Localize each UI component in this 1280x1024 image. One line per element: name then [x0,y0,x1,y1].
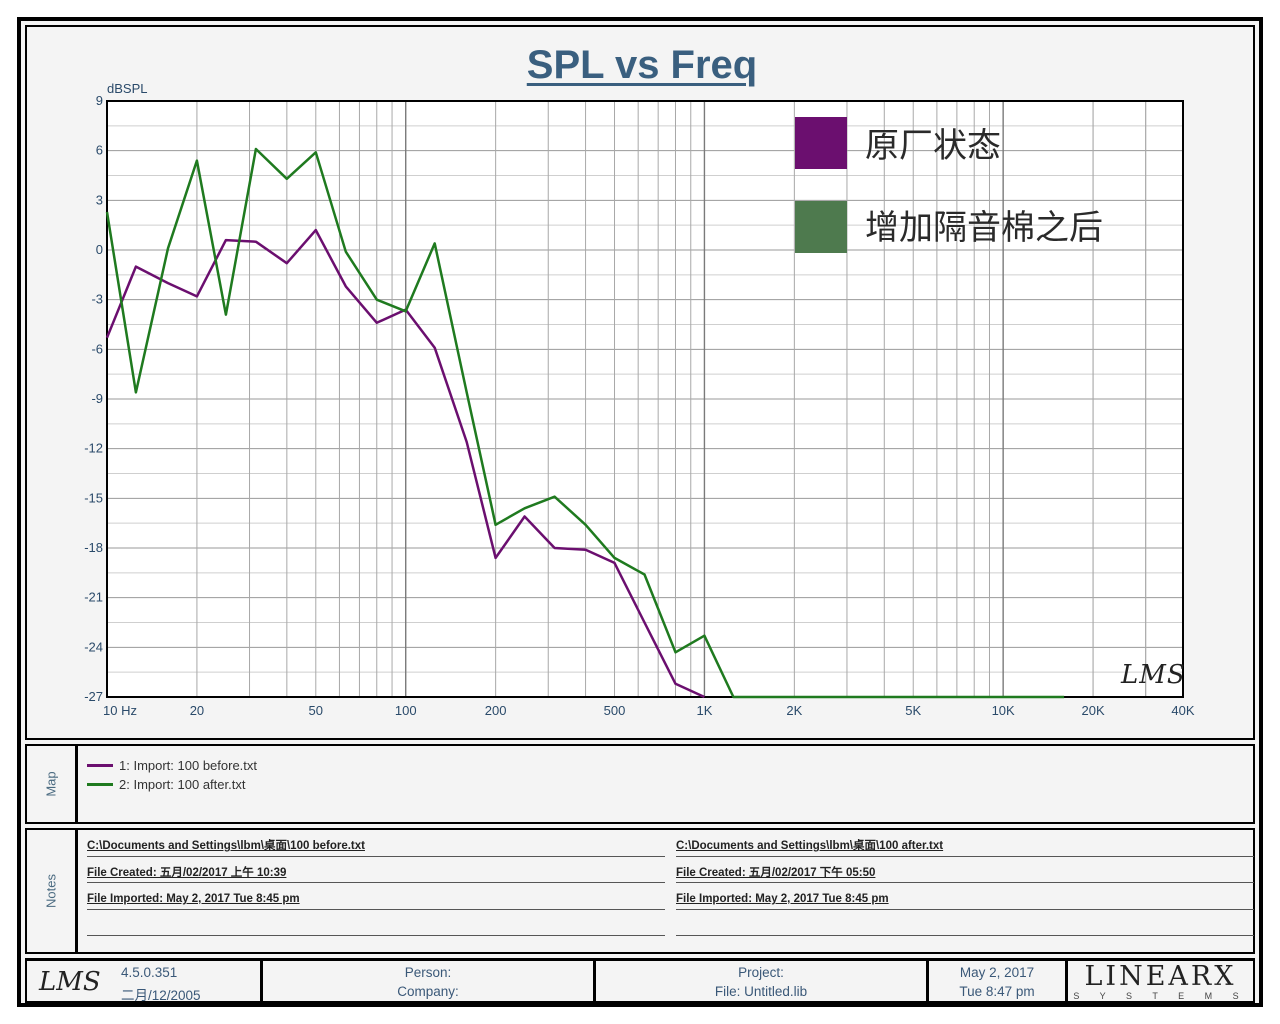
x-tick-label: 20 [190,703,204,718]
note-left-imported: File Imported: May 2, 2017 Tue 8:45 pm [87,883,665,910]
map-entry-2: 2: Import: 100 after.txt [87,777,245,792]
y-tick-label: 3 [96,192,103,207]
footer-date: May 2, 2017 [959,965,1035,980]
footer-lms-logo: LMS [39,967,101,997]
y-tick-label: 9 [96,93,103,108]
y-axis-label: dBSPL [107,81,147,96]
footer-version-date: 二月/12/2005 [121,988,201,1003]
footer-time: Tue 8:47 pm [959,984,1035,999]
report-frame: SPL vs Freq 9 6 3 0 -3 -6 -9 -12 -15 -18 -21 -24 -27… [17,17,1263,1007]
note-left-path: C:\Documents and Settings\lbm\桌面\100 bef… [87,830,665,857]
legend-swatch-foam [795,201,847,253]
y-tick-label: 0 [96,242,103,257]
x-tick-label: 1K [696,703,712,718]
legend-label-original: 原厂状态 [865,126,1001,166]
notes-right: C:\Documents and Settings\lbm\桌面\100 aft… [676,830,1254,936]
x-tick-label: 10K [992,703,1015,718]
y-tick-label: -6 [91,341,103,356]
chart-panel: SPL vs Freq 9 6 3 0 -3 -6 -9 -12 -15 -18 -21 -24 -27… [25,25,1255,740]
x-tick-label: 20K [1082,703,1105,718]
y-tick-label: -18 [84,540,103,555]
x-tick-label: 100 [395,703,417,718]
chart-title: SPL vs Freq [526,43,758,87]
note-right-created: File Created: 五月/02/2017 下午 05:50 [676,857,1254,883]
map-swatch-2 [87,783,113,787]
x-tick-label: 50 [309,703,323,718]
map-swatch-1 [87,764,113,768]
footer-version: 4.5.0.351 [121,965,178,980]
x-tick-label: 200 [485,703,507,718]
note-left-created: File Created: 五月/02/2017 上午 10:39 [87,857,665,883]
y-tick-label: -12 [84,441,103,456]
note-right-blank [676,910,1254,936]
footer-version-cell: LMS 4.5.0.351 二月/12/2005 [27,961,263,1003]
grid [106,100,1184,698]
notes-label: Notes [43,874,59,908]
x-tick-label: 500 [604,703,626,718]
footer-project-cell: Project: File: Untitled.lib [596,961,929,1001]
legend-label-foam: 增加隔音棉之后 [865,208,1103,248]
x-tick-label: 40K [1171,703,1194,718]
map-label: Map [43,771,59,797]
footer-brand-logo: LINEARX [1084,961,1237,992]
footer-person: Person: [404,965,452,980]
x-tick-label: 5K [905,703,921,718]
note-right-path: C:\Documents and Settings\lbm\桌面\100 aft… [676,830,1254,857]
map-section: Map 1: Import: 100 before.txt 2: Import:… [25,744,1255,824]
y-tick-label: -27 [84,689,103,704]
x-axis-ticks: 10 Hz 20 50 100 200 500 1K 2K 5K 10K 20K 40K [103,703,1195,718]
note-right-imported: File Imported: May 2, 2017 Tue 8:45 pm [676,883,1254,910]
x-tick-label: 2K [786,703,802,718]
series-lines [105,147,1065,699]
footer-file: File: Untitled.lib [714,984,808,999]
footer-brand-cell: LINEARX S Y S T E M S [1068,961,1253,1001]
note-left-blank [87,910,665,936]
y-tick-label: -15 [84,490,103,505]
series-line-2 [105,147,1065,699]
lms-watermark: LMS [1120,660,1186,690]
y-axis-ticks: 9 6 3 0 -3 -6 -9 -12 -15 -18 -21 -24 -27 [84,93,103,704]
footer-brand-sub: S Y S T E M S [1073,991,1248,1001]
footer-person-cell: Person: Company: [263,961,596,1001]
y-tick-label: -21 [84,590,103,605]
notes-section: Notes C:\Documents and Settings\lbm\桌面\1… [25,828,1255,954]
y-tick-label: 6 [96,143,103,158]
x-tick-label: 10 Hz [103,703,137,718]
legend-swatch-original [795,117,847,169]
y-tick-label: -24 [84,639,103,654]
y-tick-label: -3 [91,292,103,307]
footer-date-cell: May 2, 2017 Tue 8:47 pm [929,961,1068,1001]
footer-project: Project: [738,965,784,980]
legend: 原厂状态 增加隔音棉之后 [795,117,1103,253]
plot-border [106,100,1184,698]
notes-left: C:\Documents and Settings\lbm\桌面\100 bef… [87,830,665,936]
map-entry-1: 1: Import: 100 before.txt [87,758,257,773]
footer-section: LMS 4.5.0.351 二月/12/2005 Person: Company… [25,958,1255,1003]
y-tick-label: -9 [91,391,103,406]
footer-company: Company: [397,984,459,999]
